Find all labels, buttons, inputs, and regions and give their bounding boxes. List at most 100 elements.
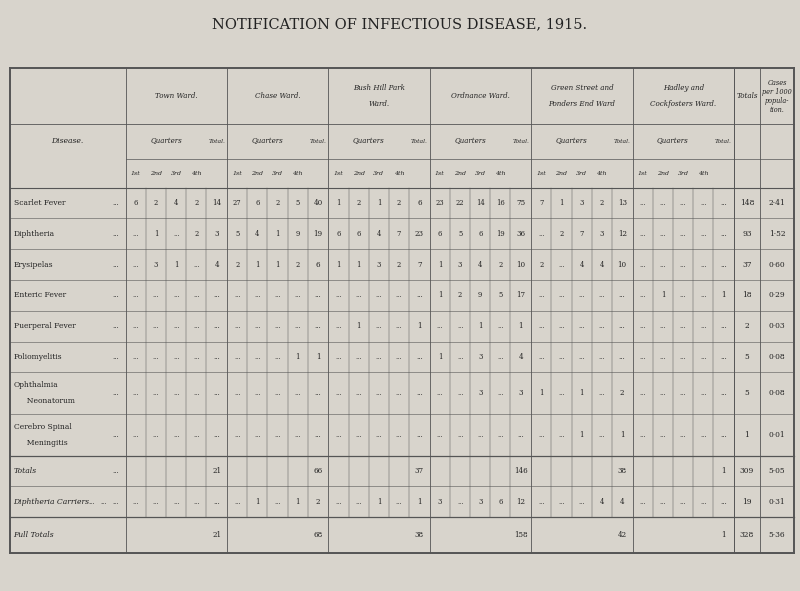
Text: ...: ...: [720, 261, 727, 269]
Text: ...: ...: [639, 431, 646, 439]
Text: 4th: 4th: [191, 171, 202, 176]
Text: ...: ...: [497, 389, 503, 397]
Text: 2: 2: [357, 199, 361, 207]
Text: ...: ...: [416, 389, 423, 397]
Text: ...: ...: [355, 498, 362, 506]
Text: 2: 2: [154, 199, 158, 207]
Text: Quarters: Quarters: [454, 137, 486, 145]
Text: 4: 4: [478, 261, 482, 269]
Text: ...: ...: [214, 353, 220, 361]
Text: 1st: 1st: [537, 171, 546, 176]
Text: 1: 1: [722, 291, 726, 300]
Text: ...: ...: [558, 322, 565, 330]
Text: ...: ...: [700, 353, 706, 361]
Text: 18: 18: [742, 291, 752, 300]
Text: ...: ...: [274, 322, 281, 330]
Text: 36: 36: [516, 230, 526, 238]
Text: 1: 1: [295, 498, 300, 506]
Text: 75: 75: [516, 199, 526, 207]
Text: 19: 19: [742, 498, 752, 506]
Text: ...: ...: [112, 261, 118, 269]
Text: ...: ...: [660, 498, 666, 506]
Text: 0·29: 0·29: [769, 291, 786, 300]
Text: ...: ...: [274, 353, 281, 361]
Text: 5: 5: [458, 230, 462, 238]
Text: 14: 14: [476, 199, 485, 207]
Text: ...: ...: [314, 431, 322, 439]
Text: 1: 1: [295, 353, 300, 361]
Text: ...: ...: [720, 230, 727, 238]
Text: 0·08: 0·08: [769, 389, 786, 397]
Text: 4: 4: [599, 261, 604, 269]
Text: 146: 146: [514, 467, 528, 475]
Text: ...: ...: [335, 291, 342, 300]
Text: ...: ...: [538, 431, 545, 439]
Text: 1: 1: [316, 353, 320, 361]
Text: ...: ...: [416, 353, 423, 361]
Text: 1: 1: [438, 291, 442, 300]
Text: Ophthalmia: Ophthalmia: [14, 381, 58, 389]
Text: 0·01: 0·01: [769, 431, 786, 439]
Text: ...: ...: [214, 322, 220, 330]
Text: 2: 2: [295, 261, 300, 269]
Text: 1st: 1st: [435, 171, 445, 176]
Text: ...: ...: [234, 389, 240, 397]
Text: 2: 2: [600, 199, 604, 207]
Text: ...: ...: [700, 322, 706, 330]
Text: ...: ...: [335, 431, 342, 439]
Text: Quarters: Quarters: [251, 137, 283, 145]
Text: ...: ...: [274, 431, 281, 439]
Text: ...: ...: [437, 389, 443, 397]
Text: 6: 6: [316, 261, 321, 269]
Text: ...: ...: [153, 322, 159, 330]
Text: ...: ...: [314, 291, 322, 300]
Text: 1: 1: [438, 261, 442, 269]
Text: 0·03: 0·03: [769, 322, 786, 330]
Text: 5: 5: [745, 389, 750, 397]
Text: ...: ...: [133, 230, 139, 238]
Text: ...: ...: [173, 431, 179, 439]
Text: 6: 6: [438, 230, 442, 238]
Text: 4: 4: [174, 199, 178, 207]
Text: ...: ...: [538, 230, 545, 238]
Text: 7: 7: [417, 261, 422, 269]
Text: 1: 1: [255, 498, 259, 506]
Text: ...: ...: [335, 389, 342, 397]
Text: 3rd: 3rd: [576, 171, 587, 176]
Text: 3: 3: [438, 498, 442, 506]
Text: 1: 1: [336, 199, 341, 207]
Text: ...: ...: [558, 498, 565, 506]
Text: 5: 5: [745, 353, 750, 361]
Text: ...: ...: [173, 322, 179, 330]
Text: ...: ...: [274, 389, 281, 397]
Text: 1st: 1st: [334, 171, 343, 176]
Text: ...: ...: [254, 389, 261, 397]
Text: 9: 9: [295, 230, 300, 238]
Text: Quarters: Quarters: [657, 137, 689, 145]
Text: 6: 6: [417, 199, 422, 207]
Text: ...: ...: [335, 498, 342, 506]
Text: 3: 3: [518, 389, 523, 397]
Text: 3: 3: [579, 199, 584, 207]
Text: 5·36: 5·36: [769, 531, 786, 539]
Text: ...: ...: [558, 291, 565, 300]
Text: ...: ...: [680, 261, 686, 269]
Text: 1: 1: [559, 199, 564, 207]
Text: 2nd: 2nd: [555, 171, 567, 176]
Text: 4th: 4th: [698, 171, 708, 176]
Text: Totals: Totals: [736, 92, 758, 100]
Text: 4: 4: [620, 498, 625, 506]
Text: Cerebro Spinal: Cerebro Spinal: [14, 423, 71, 430]
Text: 10: 10: [516, 261, 526, 269]
Text: ...: ...: [153, 353, 159, 361]
Text: ...: ...: [619, 291, 626, 300]
Text: ...: ...: [133, 291, 139, 300]
Text: ...: ...: [193, 498, 199, 506]
Text: ...: ...: [720, 353, 727, 361]
Text: 10: 10: [618, 261, 626, 269]
Text: ...: ...: [112, 467, 118, 475]
Text: ...: ...: [314, 389, 322, 397]
Text: 2: 2: [194, 199, 198, 207]
Text: ...: ...: [376, 291, 382, 300]
Text: ...: ...: [538, 498, 545, 506]
